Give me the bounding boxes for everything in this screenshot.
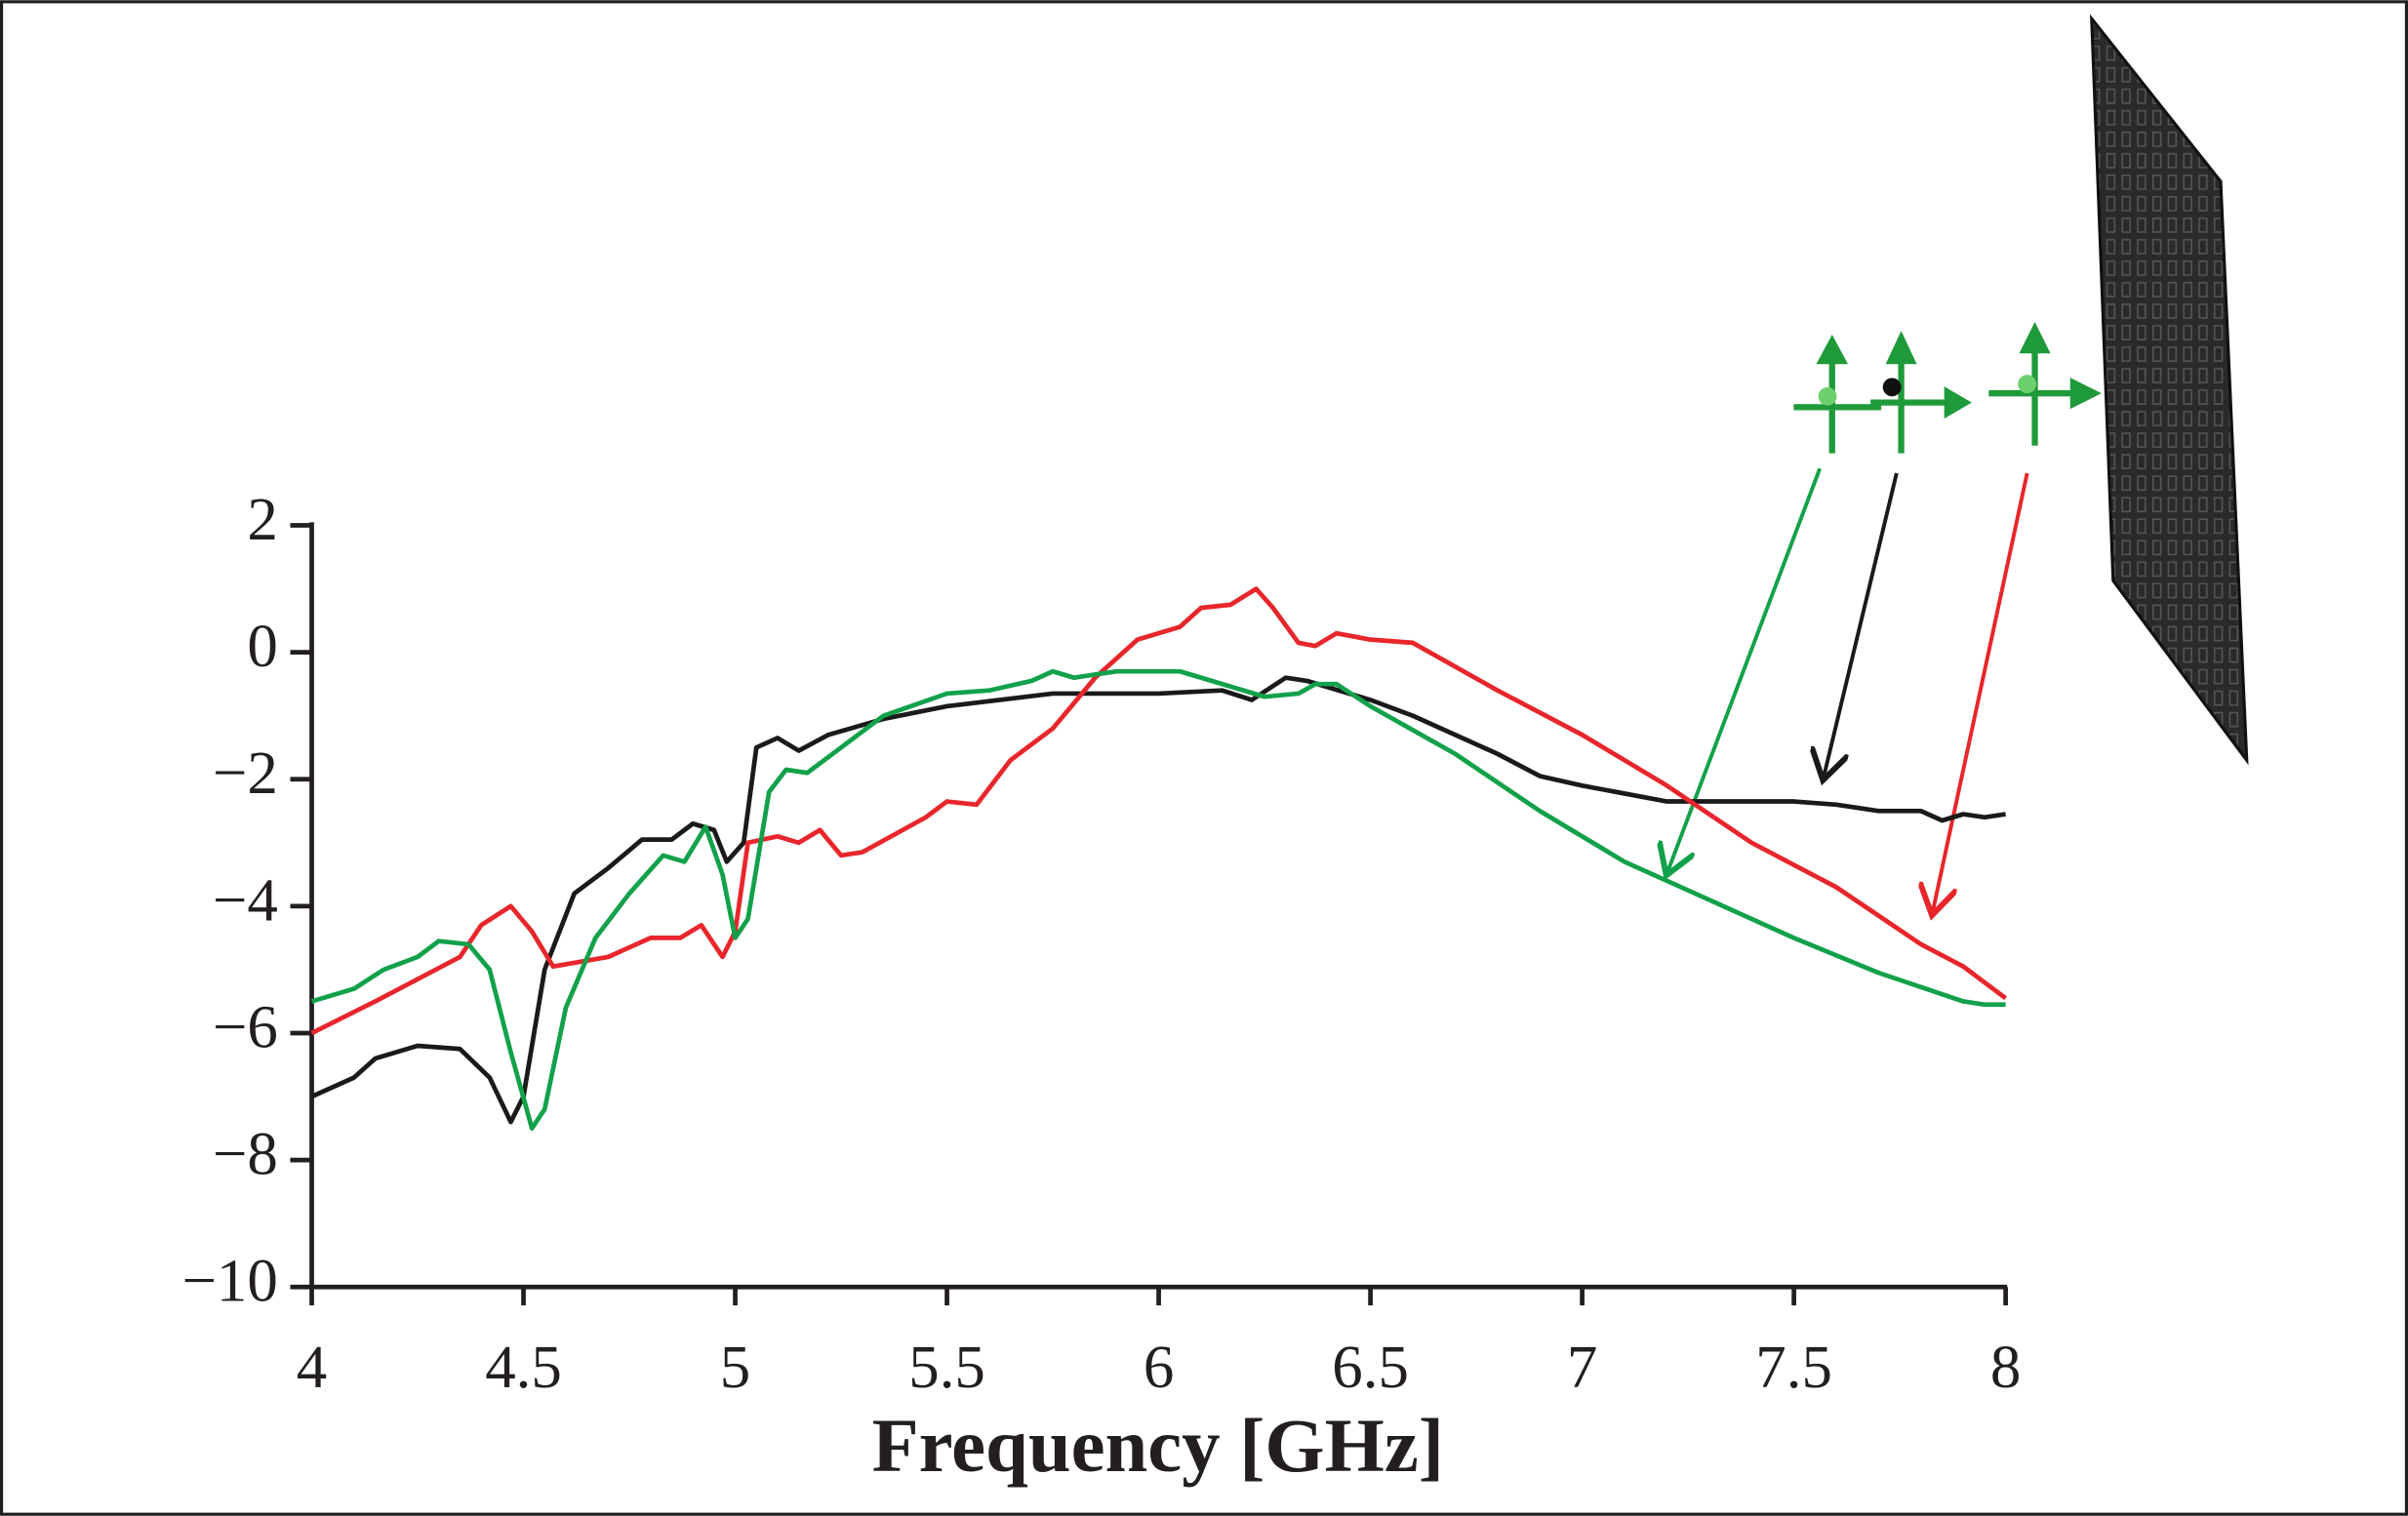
x-tick-label: 5 [720,1333,750,1401]
inset-illustration [1666,14,2249,915]
x-tick-label: 5.5 [908,1333,985,1401]
x-tick-label: 4.5 [485,1333,562,1401]
y-tick-label: −8 [213,1120,278,1188]
y-tick-label: −2 [213,738,278,807]
x-tick-label: 7.5 [1755,1333,1832,1401]
y-tick-label: 2 [247,485,277,553]
data-line [310,675,2006,1125]
x-tick-label: 6.5 [1332,1333,1409,1401]
pointer-arrow [1823,472,1899,780]
x-tick-label: 8 [1990,1333,2021,1401]
x-tick-label: 7 [1567,1333,1597,1401]
x-axis-title: Frequency [GHz] [872,1404,1444,1489]
y-tick-label: −6 [213,992,278,1060]
pointer-arrow [1666,467,1823,875]
x-tick-label: 4 [297,1333,327,1401]
panel [2090,14,2249,766]
y-tick-label: 0 [247,612,277,680]
data-line [310,668,2006,1131]
data-line [310,586,2008,1036]
pointer-arrow [1932,472,2029,915]
x-tick-label: 6 [1144,1333,1174,1401]
y-tick-label: −10 [181,1247,277,1315]
antenna-icons [1793,322,2102,454]
y-tick-label: −4 [213,865,278,934]
